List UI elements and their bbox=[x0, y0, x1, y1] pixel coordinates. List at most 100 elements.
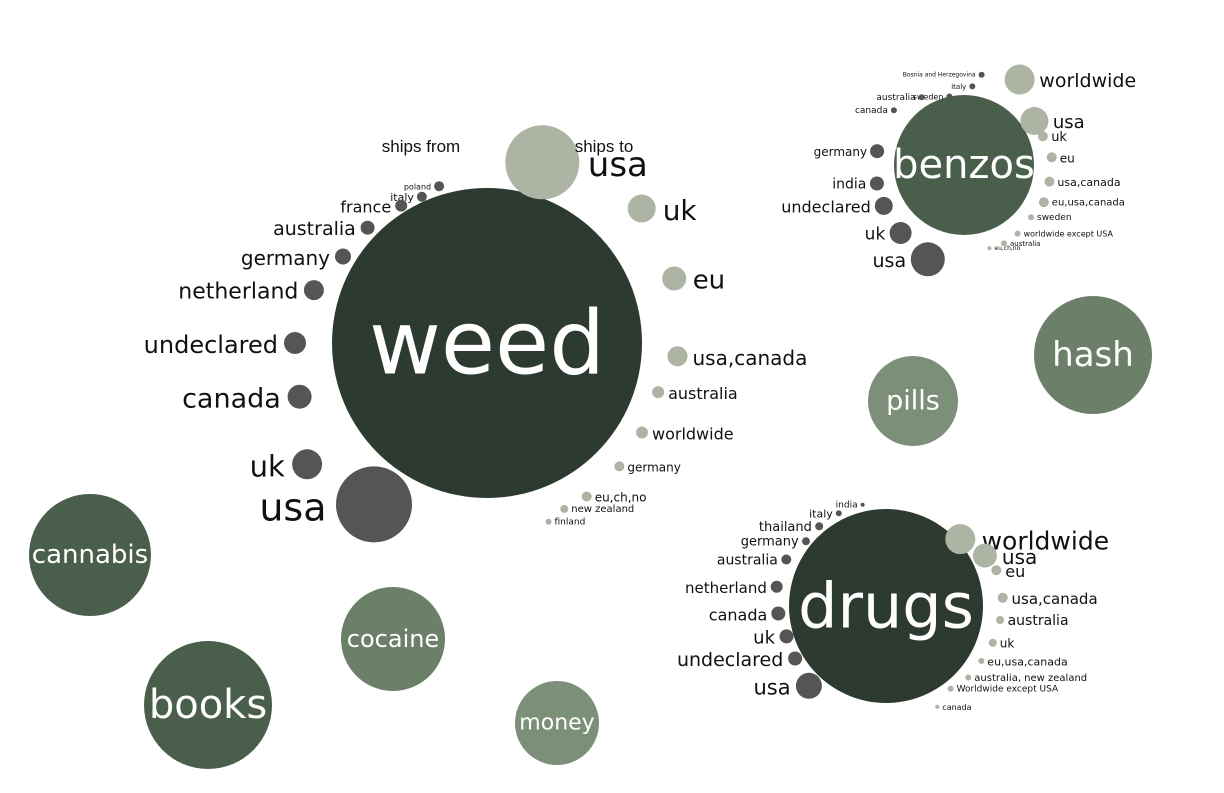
category-cocaine: cocaine bbox=[341, 587, 445, 691]
ships-to-worldwide-except-usa-dot bbox=[1014, 230, 1021, 237]
ships-to-new-zealand-label: new zealand bbox=[571, 504, 634, 515]
ships-from-australia-label: australia bbox=[273, 218, 356, 240]
header-ships-to: ships to bbox=[575, 137, 634, 156]
ships-from-undeclared-dot bbox=[874, 196, 893, 215]
ships-from-undeclared-dot bbox=[284, 332, 306, 354]
ships-from-undeclared-label: undeclared bbox=[144, 331, 278, 359]
ships-from-india-dot bbox=[860, 502, 865, 507]
ships-to-canada-label: canada bbox=[942, 703, 971, 712]
ships-from-thailand-label: thailand bbox=[759, 520, 812, 535]
ships-to-usa-dot bbox=[1020, 107, 1049, 135]
ships-to-eu-ch-no-dot bbox=[581, 491, 592, 502]
category-books: books bbox=[144, 641, 272, 769]
ships-from-canada-label: canada bbox=[855, 106, 888, 116]
ships-to-usa-dot bbox=[505, 125, 580, 200]
ships-to-uk-dot bbox=[1037, 131, 1048, 142]
ships-from-canada-label: canada bbox=[182, 383, 281, 414]
category-cannabis: cannabis bbox=[29, 494, 151, 616]
category-money: money bbox=[515, 681, 599, 765]
ships-to-usa-canada-dot bbox=[1044, 176, 1055, 187]
ships-from-italy-dot bbox=[969, 83, 976, 90]
ships-to-eu-usa-canada-dot bbox=[1038, 197, 1049, 208]
ships-to-australia-new-zealand-label: australia, new zealand bbox=[974, 673, 1087, 684]
ships-from-bosnia-and-herzegovina-label: Bosnia and Herzegovina bbox=[903, 72, 976, 79]
ships-from-sweden-label: sweden bbox=[913, 93, 944, 102]
ships-to-germany-label: germany bbox=[627, 460, 680, 474]
ships-from-uk-label: uk bbox=[753, 627, 775, 648]
ships-to-sweden-dot bbox=[1028, 214, 1034, 221]
ships-from-uk-label: uk bbox=[250, 450, 285, 484]
ships-from-thailand-dot bbox=[815, 522, 824, 531]
ships-to-usa-canada-label: usa,canada bbox=[1012, 590, 1098, 608]
ships-to-new-zealand-dot bbox=[560, 504, 569, 513]
ships-to-worldwide-label: worldwide bbox=[982, 527, 1109, 556]
ships-from-australia-dot bbox=[781, 554, 792, 565]
ships-to-australia-dot bbox=[652, 386, 665, 399]
ships-from-germany-dot bbox=[335, 248, 351, 265]
ships-to-eu-dot bbox=[662, 266, 687, 291]
ships-to-uk-label: uk bbox=[663, 194, 698, 227]
bubble-money bbox=[515, 681, 599, 765]
ships-from-uk-label: uk bbox=[865, 224, 886, 244]
label-hash: hash bbox=[1052, 335, 1134, 375]
label-cannabis: cannabis bbox=[32, 540, 148, 570]
ships-to-australia-label: australia bbox=[1010, 240, 1040, 248]
bubble-benzos bbox=[894, 95, 1034, 235]
ships-to-usa-label: usa bbox=[1053, 112, 1085, 133]
ships-to-australia-new-zealand-dot bbox=[965, 674, 972, 681]
ships-from-france-dot bbox=[395, 199, 408, 212]
ships-from-undeclared-dot bbox=[788, 651, 803, 666]
ships-to-worldwide-except-usa-label: worldwide except USA bbox=[1024, 230, 1114, 239]
bubble-cocaine bbox=[341, 587, 445, 691]
ships-from-australia-label: australia bbox=[876, 93, 915, 103]
ships-to-finland-label: finland bbox=[555, 517, 586, 527]
ships-from-netherland-dot bbox=[303, 280, 324, 301]
ships-from-uk-dot bbox=[889, 222, 912, 244]
ships-from-poland-dot bbox=[434, 181, 445, 192]
ships-from-india-label: india bbox=[836, 500, 858, 510]
ships-from-usa-dot bbox=[336, 466, 412, 543]
ships-from-canada-dot bbox=[287, 384, 312, 409]
ships-from-germany-dot bbox=[870, 144, 885, 159]
ships-to-australia-label: australia bbox=[668, 384, 738, 403]
ships-to-usa-dot bbox=[972, 543, 997, 568]
ships-to-eu-ch-no-label: eu,ch,no bbox=[994, 245, 1020, 252]
ships-to-canada-dot bbox=[935, 704, 940, 709]
ships-to-eu-usa-canada-dot bbox=[978, 658, 985, 664]
ships-from-australia-dot bbox=[360, 220, 375, 235]
ships-from-germany-label: germany bbox=[241, 246, 330, 270]
ships-to-australia-dot bbox=[996, 616, 1005, 624]
label-money: money bbox=[519, 711, 594, 736]
category-hash: hash bbox=[1034, 296, 1152, 414]
ships-from-canada-dot bbox=[771, 606, 786, 621]
ships-from-usa-label: usa bbox=[753, 676, 790, 700]
label-drugs: drugs bbox=[798, 570, 974, 643]
bubble-hash bbox=[1034, 296, 1152, 414]
ships-from-france-label: france bbox=[340, 197, 391, 216]
category-pills: pills bbox=[868, 356, 958, 446]
ships-to-eu-ch-no-dot bbox=[987, 246, 992, 251]
ships-from-italy-dot bbox=[835, 510, 842, 517]
ships-from-usa-label: usa bbox=[259, 485, 326, 529]
ships-to-worldwide-dot bbox=[636, 426, 648, 439]
ships-from-italy-label: italy bbox=[390, 191, 414, 204]
ships-to-uk-dot bbox=[627, 194, 656, 223]
bubble-pills bbox=[868, 356, 958, 446]
ships-to-eu-label: eu bbox=[1060, 151, 1075, 165]
ships-from-uk-dot bbox=[779, 629, 794, 644]
label-weed: weed bbox=[369, 292, 605, 395]
ships-to-uk-label: uk bbox=[1051, 130, 1067, 145]
ships-from-netherland-dot bbox=[770, 580, 783, 593]
ships-to-worldwide-except-usa-dot bbox=[947, 685, 954, 692]
ships-from-sweden-dot bbox=[946, 93, 953, 100]
ships-to-germany-dot bbox=[614, 461, 625, 472]
ships-to-worldwide-except-usa-label: Worldwide except USA bbox=[957, 685, 1059, 695]
ships-to-sweden-label: sweden bbox=[1037, 213, 1072, 223]
ships-from-germany-dot bbox=[802, 537, 810, 546]
ships-to-worldwide-dot bbox=[1004, 64, 1035, 95]
ships-to-worldwide-label: worldwide bbox=[652, 424, 734, 443]
ships-to-usa-canada-dot bbox=[667, 346, 688, 367]
